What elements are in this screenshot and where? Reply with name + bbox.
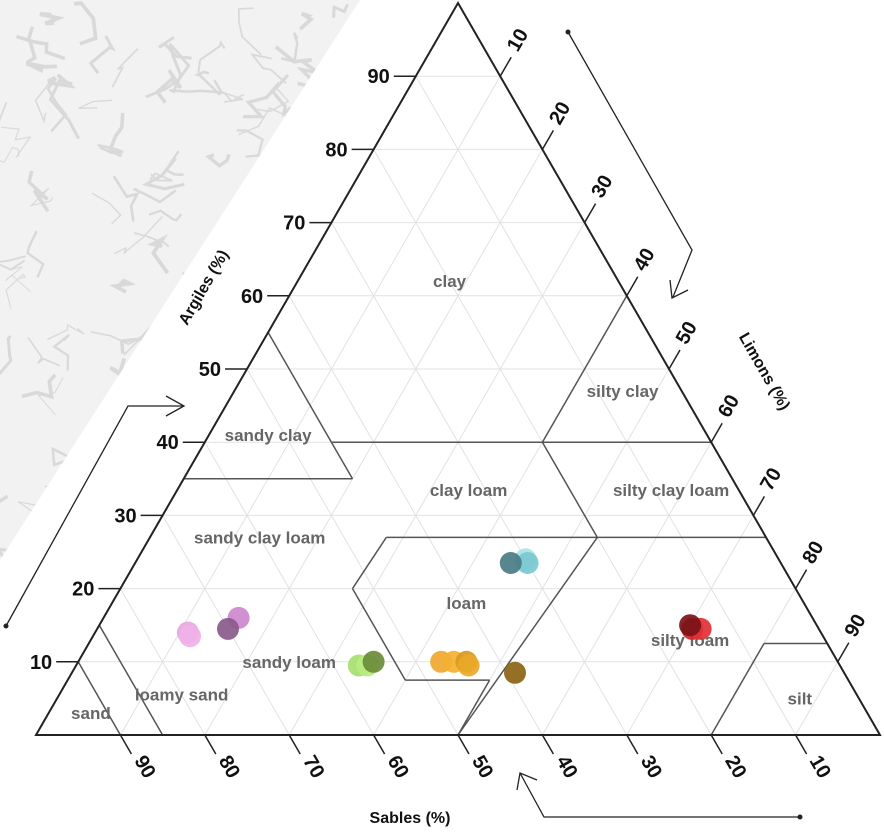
clay-arrowhead <box>165 395 186 417</box>
sand-tick-label: 70 <box>298 752 328 782</box>
sand-tick-label: 60 <box>383 752 413 782</box>
clay-tick-label: 70 <box>283 213 305 235</box>
data-point <box>457 654 480 677</box>
silt-tick-mark <box>583 203 597 223</box>
silt-tick-mark <box>710 422 723 443</box>
sand-tick-label: 20 <box>720 752 750 782</box>
sand-direction-arrow <box>519 772 800 818</box>
silt-tick-mark <box>541 130 555 150</box>
silt-tick-mark <box>626 276 639 297</box>
region-label-loam: loam <box>447 594 487 613</box>
clay-tick-label: 90 <box>368 66 390 88</box>
sand-tick-label: 80 <box>214 752 244 782</box>
region-label-sand: sand <box>71 704 111 723</box>
clay-tick-label: 40 <box>157 432 179 454</box>
data-points <box>176 548 712 684</box>
data-point <box>179 625 201 648</box>
silt-tick-label: 60 <box>714 391 744 421</box>
region-label-clay: clay <box>433 272 467 291</box>
sand-tick-label: 30 <box>636 752 666 782</box>
sand-tick-mark <box>119 734 133 755</box>
data-point <box>679 614 702 637</box>
sand-tick-mark <box>288 734 301 755</box>
region-label-silty-clay: silty clay <box>587 382 659 401</box>
silt-axis-title: Limons (%) <box>735 330 793 413</box>
sand-tick-label: 50 <box>467 752 497 782</box>
sand-tick-label: 40 <box>552 752 582 782</box>
region-label-sandy-clay: sandy clay <box>225 426 312 445</box>
clay-tick-label: 50 <box>199 359 221 381</box>
axis-direction-arrows <box>3 29 803 820</box>
silt-tick-mark <box>837 642 850 663</box>
sand-tick-mark <box>541 734 555 755</box>
clay-tick-label: 60 <box>241 286 263 308</box>
region-label-sandy-clay-loam: sandy clay loam <box>194 528 325 547</box>
silt-tick-label: 10 <box>503 25 533 55</box>
silt-tick-mark <box>499 56 512 77</box>
region-label-silty-loam: silty loam <box>651 631 729 650</box>
silt-tick-label: 50 <box>672 318 702 348</box>
data-point <box>362 650 385 673</box>
region-label-silty-clay-loam: silty clay loam <box>613 481 729 500</box>
data-point <box>499 552 522 574</box>
region-label-sandy-loam: sandy loam <box>242 653 336 672</box>
silt-tick-mark <box>794 569 808 589</box>
silt-direction-arrow <box>567 31 693 298</box>
sand-tick-mark <box>457 734 470 755</box>
sand-tick-mark <box>204 734 217 755</box>
clay-tick-label: 10 <box>30 652 52 674</box>
silt-tick-mark <box>752 496 766 516</box>
sand-tick-mark <box>372 734 386 755</box>
sand-arrowhead <box>516 772 538 791</box>
clay-tick-label: 20 <box>72 579 94 601</box>
clay-direction-arrow <box>5 405 183 627</box>
sand-tick-mark <box>710 734 723 755</box>
sand-tick-label: 10 <box>805 752 835 782</box>
silt-tick-label: 30 <box>587 171 617 201</box>
region-label-silt: silt <box>788 689 813 708</box>
sand-tick-mark <box>626 734 639 755</box>
silt-tick-label: 20 <box>545 98 575 128</box>
region-label-clay-loam: clay loam <box>430 481 508 500</box>
silt-arrowhead <box>669 279 689 299</box>
region-labels: clay silty clay sandy clay clay loam silty c… <box>71 272 812 723</box>
silt-tick-mark <box>668 349 681 370</box>
clay-tick-label: 30 <box>114 505 136 527</box>
data-point <box>504 661 526 684</box>
clay-tick-label: 80 <box>325 139 347 161</box>
sand-tick-label: 90 <box>130 752 160 782</box>
sand-tick-mark <box>794 734 808 755</box>
silt-tick-label: 40 <box>630 245 660 275</box>
background-terrain-texture <box>0 0 360 560</box>
sand-axis-title: Sables (%) <box>370 810 451 827</box>
silt-tick-label: 70 <box>756 464 786 494</box>
silt-tick-label: 90 <box>841 611 871 641</box>
silt-tick-label: 80 <box>798 537 828 567</box>
region-label-loamy-sand: loamy sand <box>135 686 229 705</box>
data-point <box>217 617 239 640</box>
data-point <box>516 552 539 574</box>
